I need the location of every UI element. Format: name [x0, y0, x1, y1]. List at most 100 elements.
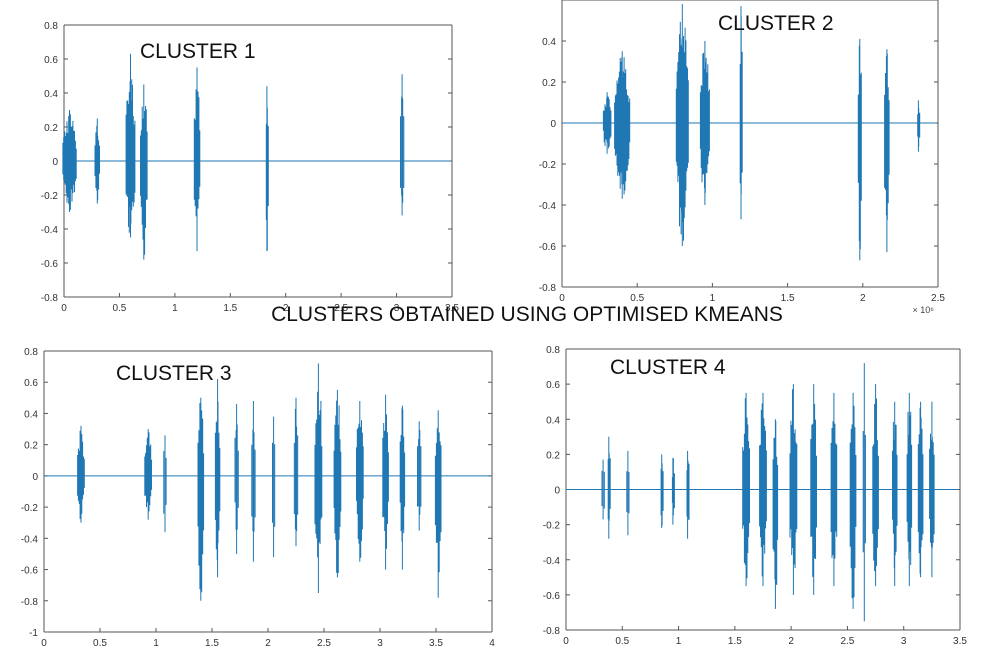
cluster-title: CLUSTER 2 [718, 12, 834, 35]
y-tick-label: -0.4 [21, 534, 39, 545]
signal-burst [614, 51, 631, 199]
signal-burst [382, 394, 389, 570]
signal-burst [917, 100, 921, 152]
y-tick-label: -0.6 [21, 566, 39, 577]
y-tick-label: 0 [550, 119, 556, 130]
signal-burst-waveform [77, 425, 85, 523]
signal-burst-waveform [601, 459, 605, 520]
signal-burst-waveform [849, 392, 857, 609]
signal-burst [601, 459, 605, 520]
signal-burst [140, 84, 148, 260]
x-tick-label: 4 [489, 638, 495, 649]
figure-main-title: CLUSTERS OBTAINED USING OPTIMISED KMEANS [271, 303, 783, 326]
signal-burst [772, 419, 779, 609]
signal-burst [293, 397, 299, 547]
y-tick-label: 0 [32, 472, 38, 483]
signal-burst [671, 457, 675, 525]
x-axis-exponent: × 10⁶ [913, 305, 935, 315]
signal-burst-waveform [892, 401, 898, 587]
chart-panel-2: -0.8 -0.6 -0.4 -0.2 0 0.2 0.4 0 0.5 1 1.5 2 2.5× 10⁶… [539, 0, 945, 315]
signal-burst [333, 390, 342, 578]
chart-panel-3: -1 -0.8 -0.6 -0.4 -0.2 0 0.2 0.4 0.6 0.8 0 0.5 1 1.5 2… [21, 347, 495, 649]
signal-burst [163, 435, 167, 533]
signal-burst [626, 450, 630, 536]
signal-burst [197, 397, 205, 601]
y-tick-label: -0.8 [21, 597, 39, 608]
signal-burst-waveform [862, 363, 866, 622]
signal-burst-waveform [929, 401, 935, 578]
x-tick-label: 1.5 [223, 303, 237, 314]
x-tick-label: 3.5 [429, 638, 443, 649]
signal-burst [193, 67, 201, 252]
signal-burst [234, 404, 239, 554]
signal-burst-waveform [434, 410, 442, 598]
signal-burst-waveform [314, 363, 323, 593]
x-tick-label: 1 [172, 303, 178, 314]
y-tick-label: -0.2 [539, 160, 557, 171]
x-tick-label: 2.5 [317, 638, 331, 649]
signal-burst [417, 421, 422, 531]
y-tick-label: -0.8 [539, 283, 557, 294]
y-tick-label: 0.6 [546, 380, 560, 391]
signal-burst-waveform [739, 6, 743, 220]
signal-burst [699, 41, 710, 205]
y-tick-label: 0.4 [44, 89, 58, 100]
y-tick-label: -0.6 [539, 242, 557, 253]
chart-panel-4: -0.8 -0.6 -0.4 -0.2 0 0.2 0.4 0.6 0.8 0 0.5 1 1.5 2 2.… [543, 345, 968, 647]
signal-burst-waveform [382, 394, 389, 570]
x-tick-label: 0 [41, 638, 47, 649]
signal-burst-waveform [759, 392, 767, 587]
cluster-title: CLUSTER 1 [140, 40, 256, 63]
signal-burst-waveform [810, 384, 817, 595]
signal-burst [675, 4, 689, 246]
signal-burst-waveform [234, 404, 239, 554]
signal-burst [929, 401, 935, 578]
signal-burst-waveform [400, 74, 405, 216]
signal-burst-waveform [333, 390, 342, 578]
y-tick-label: -0.6 [41, 259, 59, 270]
signal-burst [810, 384, 817, 595]
signal-burst-waveform [660, 454, 664, 529]
signal-burst-waveform [671, 457, 675, 525]
signal-burst-waveform [789, 384, 798, 595]
x-tick-label: 2.5 [931, 293, 945, 304]
signal-burst-waveform [140, 84, 148, 260]
signal-burst-waveform [884, 49, 890, 253]
chart-panel-1: -0.8 -0.6 -0.4 -0.2 0 0.2 0.4 0.6 0.8 0 0.5 1 1.5 2 2.… [41, 21, 460, 314]
y-tick-label: 0.4 [546, 415, 560, 426]
signal-burst [125, 53, 136, 238]
signal-burst [739, 6, 743, 220]
y-tick-label: 0.8 [546, 345, 560, 356]
x-tick-label: 1 [153, 638, 159, 649]
signal-burst [251, 401, 256, 562]
signal-burst-waveform [686, 450, 690, 539]
y-tick-label: 0.2 [44, 123, 58, 134]
signal-burst [857, 38, 862, 261]
y-tick-label: -0.2 [543, 521, 561, 532]
signal-burst-waveform [251, 401, 256, 562]
x-tick-label: 2.5 [334, 303, 348, 314]
signal-burst [607, 436, 611, 539]
y-tick-label: 0 [52, 157, 58, 168]
x-tick-label: 3 [377, 638, 383, 649]
signal-burst-waveform [214, 379, 221, 578]
x-tick-label: 1 [676, 636, 682, 647]
y-tick-label: 0 [554, 486, 560, 497]
signal-burst [830, 392, 838, 587]
y-tick-label: -0.2 [21, 503, 39, 514]
signal-burst [144, 429, 152, 520]
signal-burst-waveform [94, 118, 100, 204]
chart-panels: -0.8 -0.6 -0.4 -0.2 0 0.2 0.4 0.6 0.8 0 0.5 1 1.5 2 2.… [21, 0, 968, 649]
signal-burst-waveform [906, 392, 913, 587]
x-tick-label: 2 [283, 303, 289, 314]
signal-burst [272, 416, 276, 558]
x-tick-label: 3.5 [953, 636, 967, 647]
signal-burst [434, 410, 442, 598]
signal-burst-waveform [356, 401, 364, 562]
signal-burst [400, 74, 405, 216]
x-tick-label: 3.5 [445, 303, 459, 314]
y-tick-label: 0.8 [24, 347, 38, 358]
signal-burst-waveform [163, 435, 167, 533]
y-tick-label: 0.2 [24, 441, 38, 452]
signal-burst-waveform [399, 405, 406, 570]
